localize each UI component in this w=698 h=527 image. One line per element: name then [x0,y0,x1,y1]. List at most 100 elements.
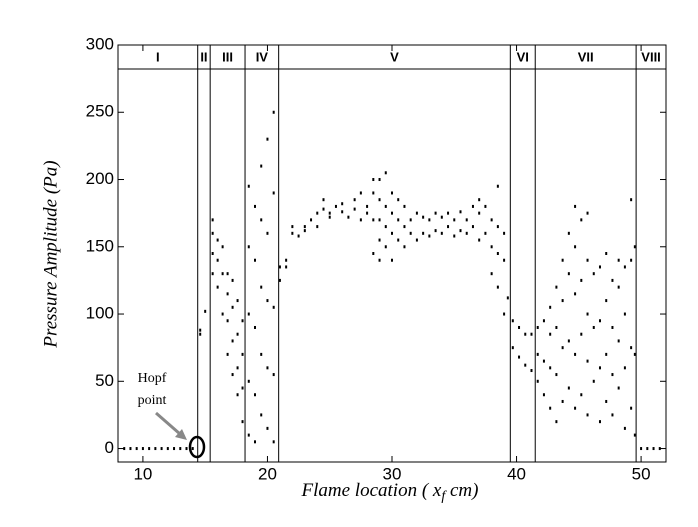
point [303,225,306,229]
point [260,352,263,356]
point [254,204,256,208]
point [236,366,239,370]
point [285,258,288,262]
point [561,346,564,350]
point [652,447,655,451]
point [611,373,614,377]
point [266,366,269,370]
y-axis-label: Pressure Amplitude (Pa) [40,160,61,348]
point [353,207,356,211]
point [567,272,570,276]
point [605,352,608,356]
point [303,229,306,233]
region-label: III [222,49,233,64]
region-label: IV [256,49,269,64]
point [391,231,393,235]
point [397,198,400,202]
point [291,231,294,235]
point [211,218,214,222]
point [409,231,412,235]
point [378,178,381,182]
y-tick-label: 100 [86,304,114,323]
point [241,386,244,390]
point [241,420,244,424]
point [465,218,468,222]
point [247,184,250,188]
point [378,198,381,202]
point [623,265,626,269]
point [272,373,275,377]
point [328,215,331,219]
point [496,252,499,255]
point [236,393,239,397]
point [580,278,583,282]
point [378,238,381,242]
point [148,447,151,451]
point [586,312,589,316]
point [384,245,387,249]
x-tick-label: 50 [632,464,651,483]
annotation: point [138,393,167,408]
point [561,399,564,403]
point [471,204,474,208]
point [378,258,381,262]
point [272,110,275,114]
point [266,231,269,235]
point [378,218,381,222]
point [254,440,256,444]
point [199,332,202,336]
point [574,245,577,249]
y-tick-label: 200 [86,169,114,188]
point [478,211,481,215]
point [605,299,608,303]
point [129,447,132,451]
point [542,393,545,397]
point [496,184,499,188]
point [630,346,633,350]
x-tick-label: 40 [507,464,526,483]
point [191,447,194,451]
region-label: I [156,49,160,64]
point [322,198,325,202]
point [141,447,144,451]
point [496,225,499,229]
point [428,234,431,238]
point [574,204,577,208]
point [518,355,521,359]
point [254,325,256,329]
point [409,218,412,222]
x-tick-label: 10 [133,464,152,483]
region-label: VII [578,49,594,64]
point [490,218,493,222]
point [226,272,229,276]
point [316,225,319,229]
point [630,406,633,410]
point [580,218,583,222]
point [179,447,182,451]
x-tick-label: 30 [383,464,402,483]
point [366,204,369,208]
point [391,258,393,262]
x-label-sub: f [441,489,447,504]
point [511,319,514,323]
point [580,393,583,397]
point [503,231,506,235]
point [536,352,539,356]
point [549,406,552,410]
point [524,363,527,367]
point [359,191,362,195]
point [630,198,633,202]
point [397,218,400,222]
point [211,252,214,255]
point [221,312,224,316]
annotation: Hopf [138,371,167,386]
point [384,225,387,229]
point [490,272,493,276]
point [160,447,163,451]
x-label-part: Flame location ( x [301,480,442,501]
point [266,137,269,141]
point [266,426,269,430]
point [291,225,294,229]
point [484,204,487,208]
point [241,352,244,356]
